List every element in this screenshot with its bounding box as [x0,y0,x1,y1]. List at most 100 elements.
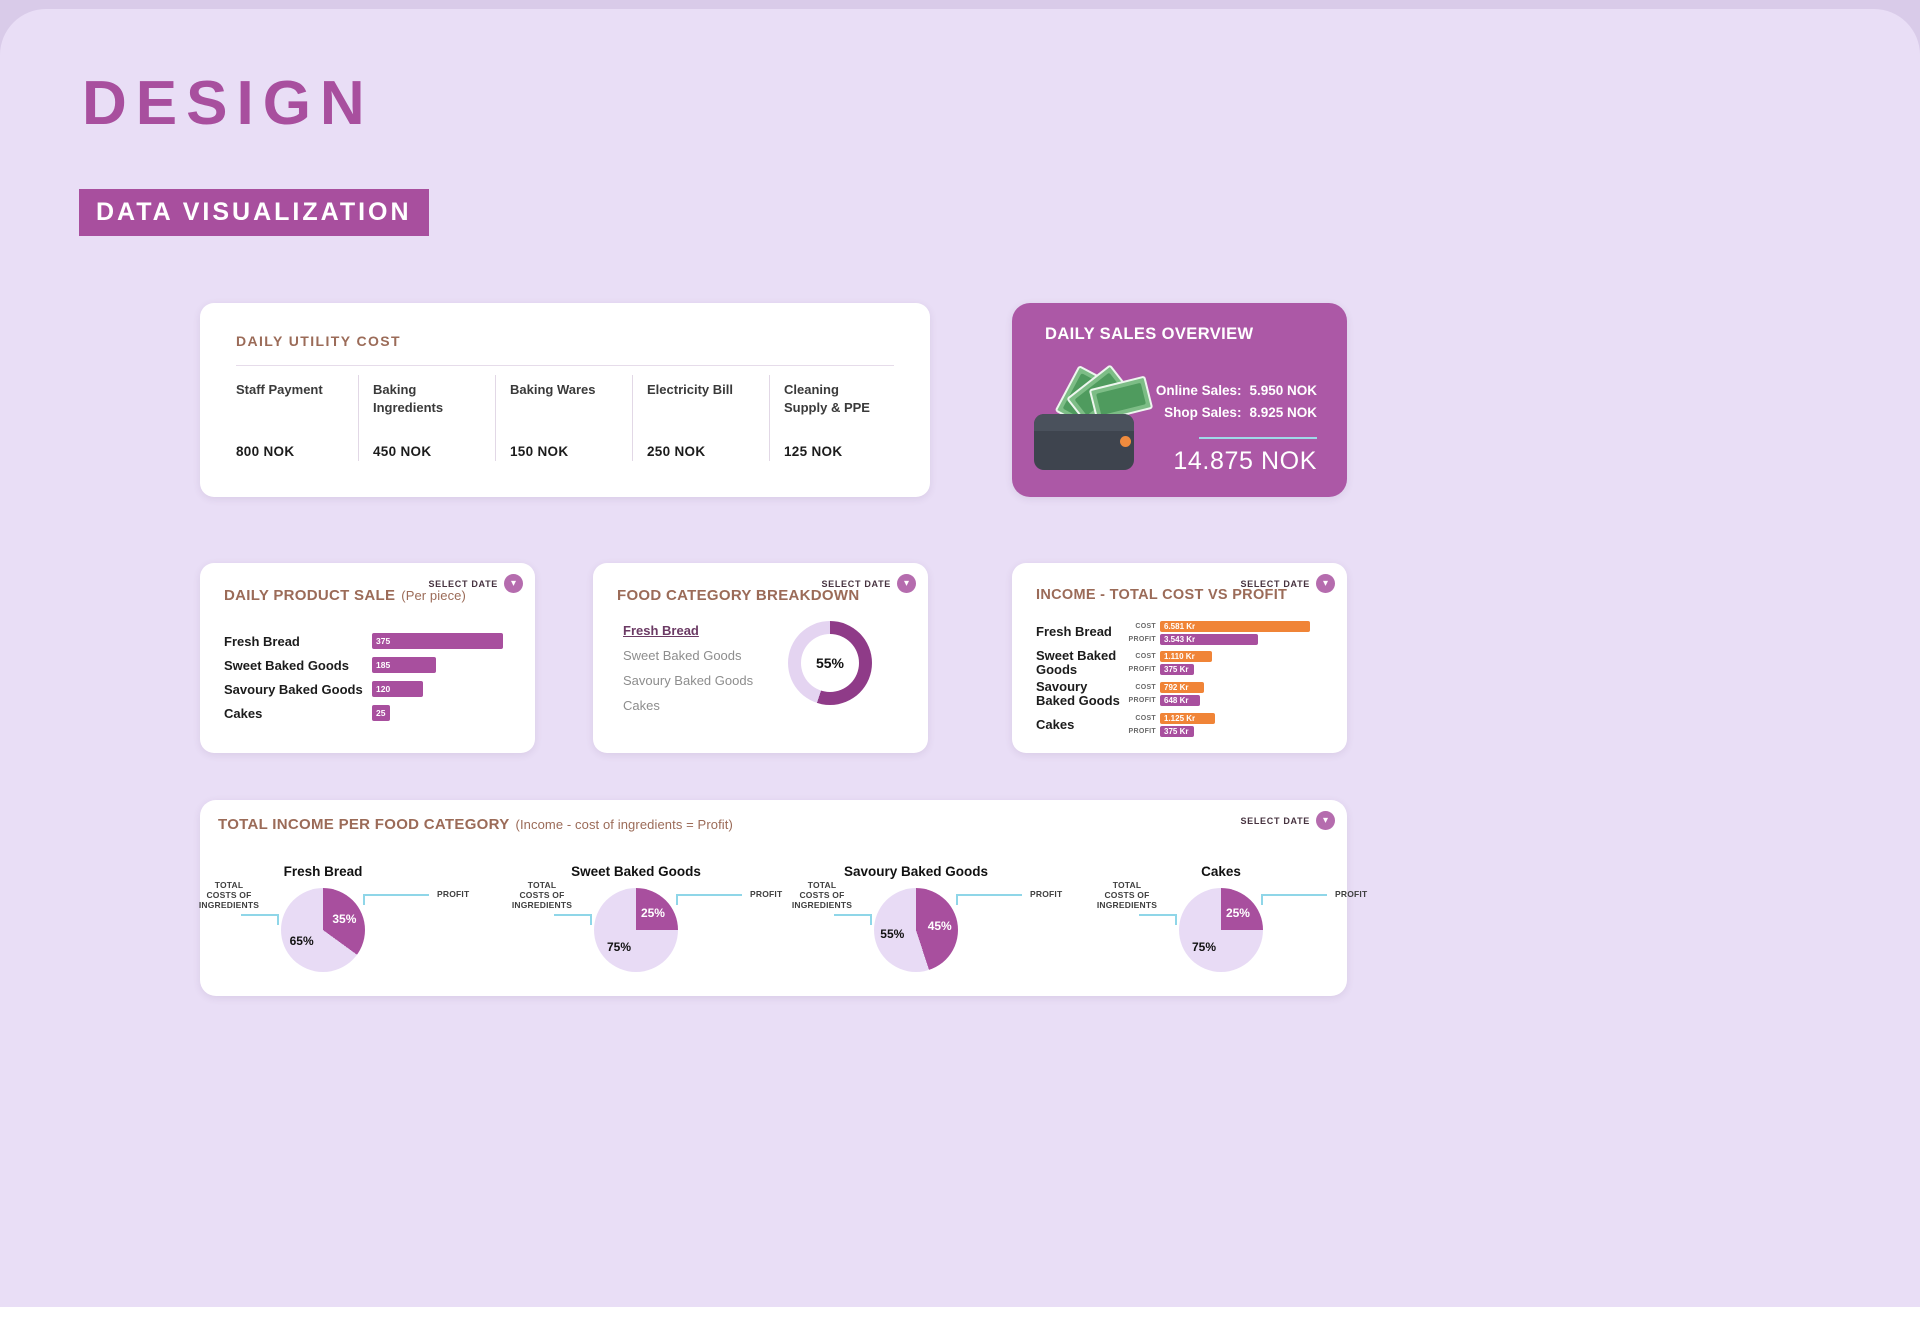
total-sales-value: 14.875 NOK [1173,447,1317,475]
income-profit-row: PROFIT 648 Kr [1128,695,1335,707]
online-sales-value: 5.950 NOK [1249,383,1317,398]
income-profit-label: PROFIT [1128,666,1156,674]
income-cost-bar: 6.581 Kr [1160,620,1310,632]
profit-label: PROFIT [1030,889,1063,899]
utility-column-label: Baking Ingredients [373,382,444,415]
right-connector-line [1261,894,1327,896]
utility-column-label: Baking Wares [510,382,596,397]
product-sale-rows: Fresh Bread 375 Sweet Baked Goods 185 Savour… [224,629,519,725]
income-cost-bar: 1.110 Kr [1160,651,1212,663]
utility-column-value: 150 NOK [510,444,569,459]
bar-row: Cakes 25 [224,701,519,725]
total-costs-label-line: INGREDIENTS [511,900,573,911]
income-title: INCOME - TOTAL COST VS PROFIT [1036,587,1287,603]
category-item[interactable]: Savoury Baked Goods [623,673,754,688]
chevron-down-icon[interactable]: ▾ [1316,811,1335,830]
right-connector-line [363,894,429,896]
income-profit-row: PROFIT 375 Kr [1128,725,1335,737]
left-connector-line [834,914,872,916]
wallet-money-icon [1030,364,1165,473]
left-connector-elbow [590,914,592,925]
cost-percent: 55% [880,926,905,941]
utility-column: Electricity Bill 250 NOK [632,375,769,461]
total-costs-label-line: INGREDIENTS [198,900,260,911]
donut-chart: 55% [788,621,872,705]
left-connector-line [241,914,279,916]
chevron-down-icon[interactable]: ▾ [1316,574,1335,593]
utility-column-label: Cleaning Supply & PPE [784,382,870,415]
total-costs-label-line: TOTAL [1112,880,1142,890]
select-date-control[interactable]: SELECT DATE ▾ [821,574,916,593]
income-bars: COST 792 Kr PROFIT 648 Kr [1128,681,1335,708]
income-bars: COST 1.125 Kr PROFIT 375 Kr [1128,711,1335,738]
bar-label: Fresh Bread [224,633,300,649]
category-item[interactable]: Fresh Bread [623,623,699,638]
utility-column-value: 125 NOK [784,444,843,459]
income-cost-label: COST [1135,622,1156,630]
utility-column-value: 450 NOK [373,444,432,459]
pie-title: Savoury Baked Goods [843,864,989,879]
total-costs-label: TOTAL COSTS OF INGREDIENTS [504,880,580,910]
utility-column-value: 800 NOK [236,444,295,459]
chevron-down-icon[interactable]: ▾ [897,574,916,593]
utility-column-value: 250 NOK [647,444,706,459]
right-connector-line [676,894,742,896]
select-date-label: SELECT DATE [821,578,891,589]
total-income-subtitle: (Income - cost of ingredients = Profit) [515,817,733,832]
daily-product-sale-card: SELECT DATE ▾ DAILY PRODUCT SALE (Per pie… [200,563,535,753]
total-income-per-category-card: SELECT DATE ▾ TOTAL INCOME PER FOOD CATE… [199,800,1367,996]
pie-title: Sweet Baked Goods [571,864,701,879]
total-costs-label-line: INGREDIENTS [1096,900,1158,911]
income-profit-row: PROFIT 3.543 Kr [1128,633,1335,645]
income-cost-vs-profit-card: SELECT DATE ▾ INCOME - TOTAL COST VS PRO… [1012,563,1347,753]
wallet-clasp-icon [1120,436,1131,447]
right-connector-elbow [363,894,365,905]
total-income-title: TOTAL INCOME PER FOOD CATEGORY (Income - … [218,816,733,833]
income-bars: COST 1.110 Kr PROFIT 375 Kr [1128,650,1335,677]
utility-column: Baking Wares 150 NOK [495,375,632,461]
profit-label: PROFIT [1335,889,1368,899]
utility-column: Baking Ingredients 450 NOK [358,375,495,461]
total-costs-label-line: COSTS OF [206,890,252,901]
select-date-control[interactable]: SELECT DATE ▾ [1240,574,1335,593]
total-costs-label-line: TOTAL [214,880,244,890]
income-profit-label: PROFIT [1128,697,1156,705]
income-cost-row: COST 1.110 Kr [1128,651,1335,663]
pie-group: Fresh Bread TOTAL COSTS OF INGREDIENTS PROFI… [163,854,483,992]
category-item[interactable]: Sweet Baked Goods [623,648,742,663]
bar-row: Fresh Bread 375 [224,629,519,653]
income-cost-row: COST 1.125 Kr [1128,712,1335,724]
total-costs-label-line: TOTAL [807,880,837,890]
right-connector-elbow [956,894,958,905]
product-sale-title-text: DAILY PRODUCT SALE [224,587,396,604]
left-connector-line [1139,914,1177,916]
total-costs-label-line: COSTS OF [519,890,565,901]
income-profit-row: PROFIT 375 Kr [1128,664,1335,676]
pie-group: Sweet Baked Goods TOTAL COSTS OF INGREDIENT… [476,854,796,992]
income-row: Cakes COST 1.125 Kr PROFIT 375 Kr [1036,711,1335,738]
income-cost-label: COST [1135,653,1156,661]
food-category-breakdown-card: SELECT DATE ▾ FOOD CATEGORY BREAKDOWN Fr… [593,563,928,753]
utility-columns: Staff Payment 800 NOK Baking Ingredients 45… [236,375,906,461]
cost-percent: 65% [289,933,314,948]
income-cost-bar: 792 Kr [1160,682,1204,694]
section-badge: DATA VISUALIZATION [79,189,429,236]
select-date-control[interactable]: SELECT DATE ▾ [428,574,523,593]
divider [236,365,894,366]
utility-column: Cleaning Supply & PPE 125 NOK [769,375,906,461]
income-profit-label: PROFIT [1128,727,1156,735]
chevron-down-icon[interactable]: ▾ [504,574,523,593]
select-date-control[interactable]: SELECT DATE ▾ [1240,811,1335,830]
pie-chart [281,888,365,972]
income-row: Sweet Baked Goods COST 1.110 Kr PROFIT 375 K… [1036,648,1335,677]
pie-chart [594,888,678,972]
bar-row: Savoury Baked Goods 120 [224,677,519,701]
category-item[interactable]: Cakes [623,698,660,713]
income-row: Fresh Bread COST 6.581 Kr PROFIT 3.543 Kr [1036,619,1335,646]
pie-chart [874,888,958,972]
total-costs-label-line: TOTAL [527,880,557,890]
income-product-name: Fresh Bread [1036,624,1112,640]
profit-percent: 45% [927,919,952,934]
total-costs-label: TOTAL COSTS OF INGREDIENTS [191,880,267,910]
